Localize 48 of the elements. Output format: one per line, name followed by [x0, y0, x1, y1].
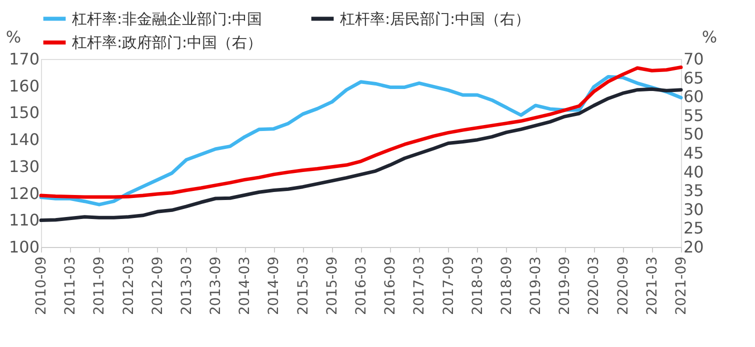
x-tick-label: 2014-09: [266, 256, 282, 315]
y-tick-label: 110: [8, 210, 40, 230]
y-axis-title: %: [6, 28, 22, 46]
line-series: [39, 87, 683, 222]
y-tick-label: 100: [8, 238, 40, 256]
x-tick-label: 2016-03: [354, 256, 370, 315]
x-tick-label: 2012-09: [150, 256, 166, 315]
y2-tick-label: 25: [684, 218, 704, 238]
x-tick-label: 2014-03: [237, 256, 254, 315]
x-tick-label: 2013-09: [208, 256, 224, 315]
x-tick-label: 2021-09: [674, 256, 690, 315]
x-tick-label: 2011-09: [92, 256, 108, 315]
x-tick-label: 2017-09: [440, 256, 457, 315]
y2-tick-label: 20: [684, 238, 704, 256]
legend-label: 杠杆率:政府部门:中国（右）: [71, 34, 262, 52]
y2-tick-label: 70: [684, 50, 704, 68]
legend-label: 杠杆率:非金融企业部门:中国: [71, 10, 262, 28]
x-tick-label: 2011-03: [62, 256, 79, 315]
y-tick-label: 160: [8, 76, 40, 96]
y-tick-label: 150: [8, 103, 40, 122]
x-tick-label: 2018-09: [498, 256, 515, 315]
y2-tick-label: 60: [684, 87, 704, 106]
legend-label: 杠杆率:居民部门:中国（右）: [339, 10, 530, 28]
x-tick-label: 2020-09: [615, 256, 632, 315]
x-tick-label: 2010-09: [34, 256, 50, 315]
x-tick-label: 2012-03: [120, 256, 137, 315]
x-tick-label: 2021-03: [644, 256, 660, 315]
y2-axis-title: %: [702, 28, 718, 46]
y2-tick-label: 40: [684, 162, 704, 182]
x-tick-label: 2019-09: [557, 256, 574, 315]
x-tick-label: 2018-03: [470, 256, 486, 315]
y-tick-label: 130: [8, 156, 40, 176]
y2-tick-label: 35: [684, 181, 704, 200]
y2-tick-label: 65: [684, 68, 704, 88]
x-tick-label: 2019-03: [528, 256, 544, 315]
y2-tick-label: 55: [684, 106, 704, 125]
y-tick-label: 120: [8, 184, 40, 203]
y2-tick-label: 30: [684, 200, 704, 219]
x-tick-label: 2015-09: [324, 256, 340, 315]
y-tick-label: 170: [8, 50, 40, 68]
x-tick-label: 2016-09: [382, 256, 399, 315]
x-tick-label: 2017-03: [412, 256, 428, 315]
y-tick-label: 140: [8, 130, 40, 150]
y2-tick-label: 50: [684, 124, 704, 144]
x-tick-label: 2020-03: [586, 256, 602, 315]
x-tick-label: 2015-03: [295, 256, 312, 315]
y2-tick-label: 45: [684, 144, 704, 162]
x-tick-label: 2013-03: [178, 256, 195, 315]
